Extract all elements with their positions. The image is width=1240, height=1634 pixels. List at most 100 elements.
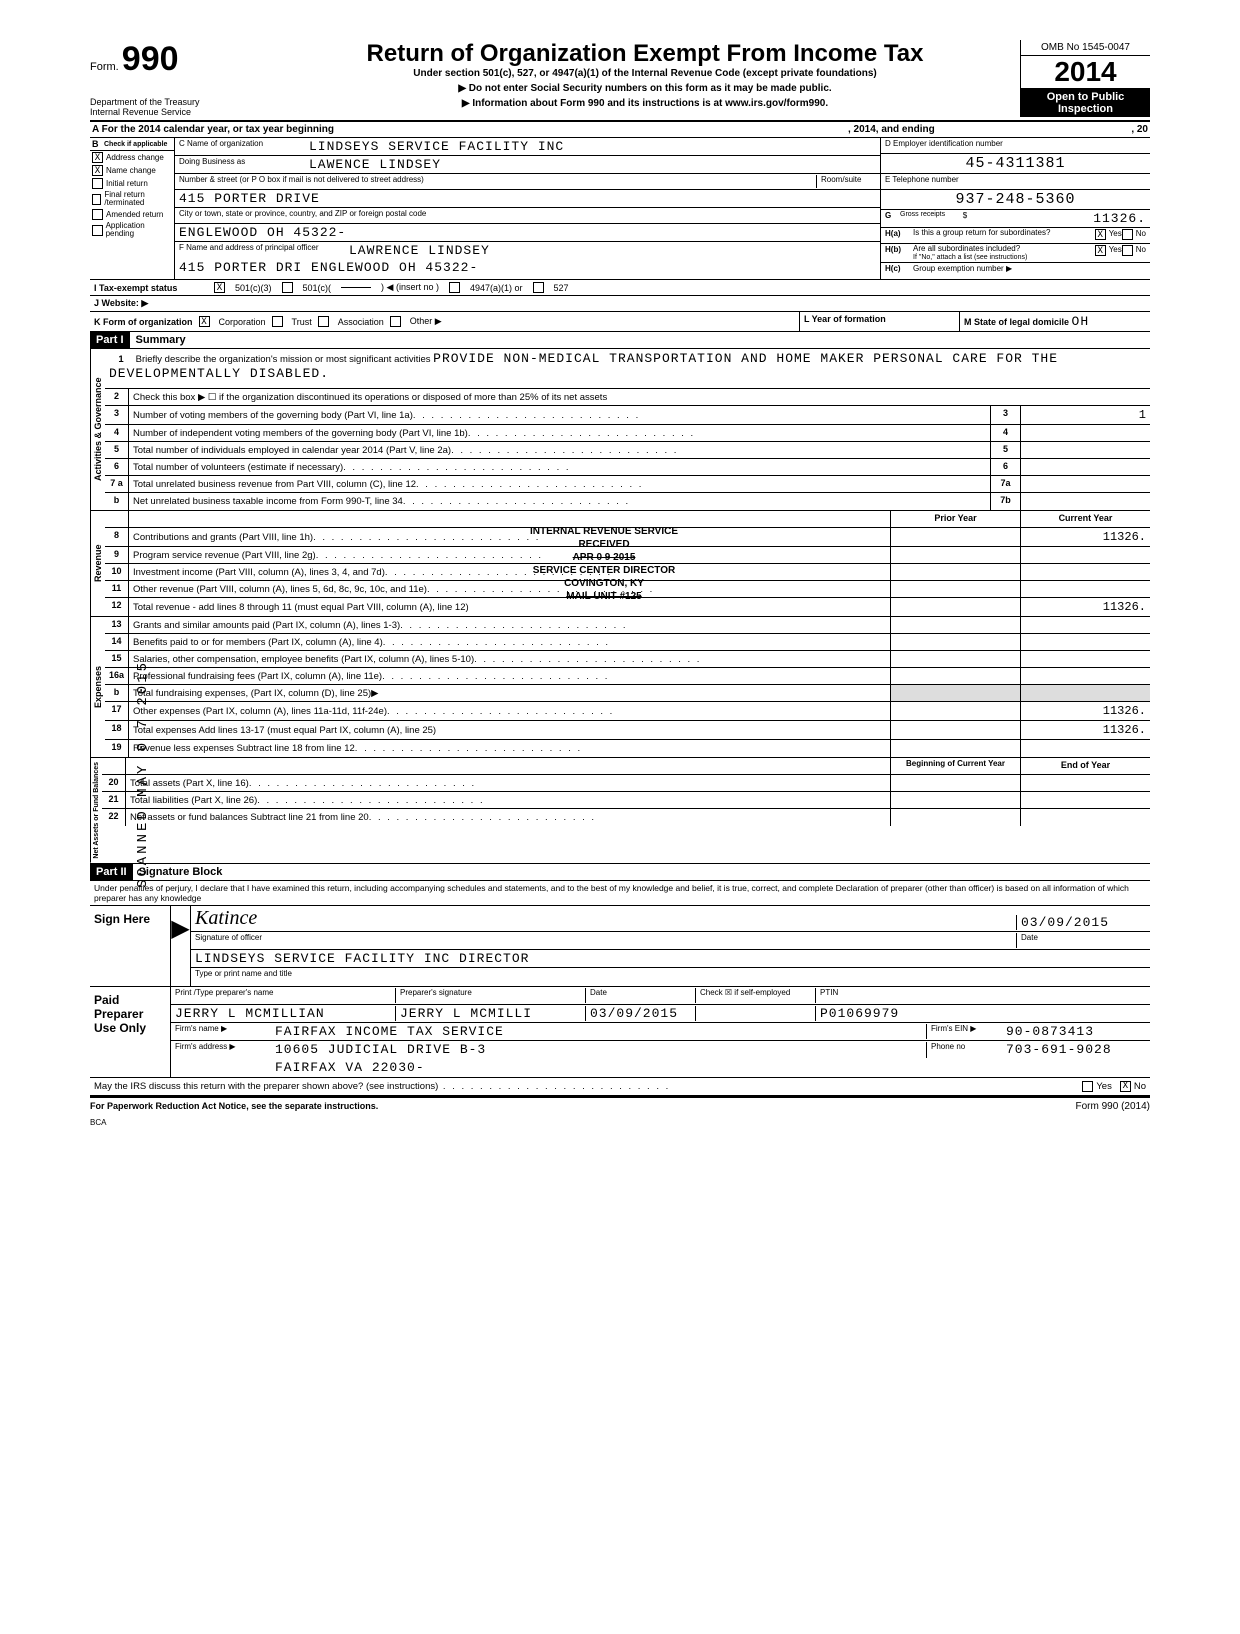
dept-irs: Internal Revenue Service — [90, 107, 270, 117]
vert-governance: Activities & Governance — [90, 349, 105, 510]
city-label: City or town, state or province, country… — [179, 209, 426, 222]
line18-val: 11326. — [1020, 721, 1150, 739]
vert-revenue: Revenue — [90, 511, 105, 616]
line8: Contributions and grants (Part VIII, lin… — [129, 528, 890, 546]
firm-addr2: FAIRFAX VA 22030- — [275, 1060, 425, 1076]
line12: Total revenue - add lines 8 through 11 (… — [129, 598, 890, 616]
line7b: Net unrelated business taxable income fr… — [129, 493, 990, 510]
org-name: LINDSEYS SERVICE FACILITY INC — [309, 139, 564, 154]
line19: Revenue less expenses Subtract line 18 f… — [129, 740, 890, 757]
chk-initial[interactable] — [92, 178, 103, 189]
chk-527[interactable] — [533, 282, 544, 293]
paid-preparer-block: PaidPreparerUse Only Print /Type prepare… — [90, 987, 1150, 1078]
dba: LAWENCE LINDSEY — [309, 157, 441, 172]
line17: Other expenses (Part IX, column (A), lin… — [129, 702, 890, 720]
firm-phone: 703-691-9028 — [1006, 1042, 1146, 1058]
row-k: K Form of organization XCorporation Trus… — [90, 312, 1150, 332]
ein-label: D Employer identification number — [885, 139, 1003, 152]
ein: 45-4311381 — [965, 155, 1065, 172]
ssn-notice: ▶ Do not enter Social Security numbers o… — [270, 83, 1020, 94]
bca: BCA — [90, 1118, 1150, 1127]
line14: Benefits paid to or for members (Part IX… — [129, 634, 890, 650]
part1-header: Part I Summary — [90, 332, 1150, 349]
line9: Program service revenue (Part VIII, line… — [129, 547, 890, 563]
chk-final[interactable] — [92, 194, 101, 205]
tel-label: E Telephone number — [885, 175, 959, 188]
sign-date: 03/09/2015 — [1016, 915, 1146, 930]
hb-yes[interactable]: X — [1095, 245, 1106, 256]
vert-expenses: Expenses — [90, 617, 105, 757]
street: 415 PORTER DRIVE — [179, 191, 320, 206]
line10: Investment income (Part VIII, column (A)… — [129, 564, 890, 580]
omb-number: OMB No 1545-0047 — [1021, 40, 1150, 56]
street-label: Number & street (or P O box if mail is n… — [179, 175, 816, 188]
line13: Grants and similar amounts paid (Part IX… — [129, 617, 890, 633]
chk-4947[interactable] — [449, 282, 460, 293]
discuss-yes[interactable] — [1082, 1081, 1093, 1092]
irs-stamp: INTERNAL REVENUE SERVICE RECEIVED APR 0 … — [530, 525, 678, 603]
line15: Salaries, other compensation, employee b… — [129, 651, 890, 667]
firm-name: FAIRFAX INCOME TAX SERVICE — [275, 1024, 926, 1039]
line6: Total number of volunteers (estimate if … — [129, 459, 990, 475]
line4: Number of independent voting members of … — [129, 425, 990, 441]
tax-year: 2014 — [1021, 56, 1150, 89]
line16b: Total fundraising expenses, (Part IX, co… — [129, 685, 890, 701]
room-label: Room/suite — [816, 175, 876, 188]
ptin: P01069979 — [815, 1006, 1146, 1021]
row-a: A For the 2014 calendar year, or tax yea… — [90, 122, 1150, 138]
chk-501c3[interactable]: X — [214, 282, 225, 293]
scanned-stamp: SCANNED MAY 0 7 2015 — [135, 660, 151, 888]
chk-amended[interactable] — [92, 209, 103, 220]
chk-other[interactable] — [390, 316, 401, 327]
form-header: Form. 990 Department of the Treasury Int… — [90, 40, 1150, 122]
chk-pending[interactable] — [92, 225, 103, 236]
discuss-no[interactable]: X — [1120, 1081, 1131, 1092]
hb-no[interactable] — [1122, 245, 1133, 256]
line11: Other revenue (Part VIII, column (A), li… — [129, 581, 890, 597]
dba-label: Doing Business as — [179, 157, 309, 172]
line8-val: 11326. — [1020, 528, 1150, 546]
part2-header: Part II Signature Block — [90, 864, 1150, 881]
city: ENGLEWOOD OH 45322- — [179, 225, 346, 240]
line21: Total liabilities (Part X, line 26) — [126, 792, 890, 808]
preparer-name: JERRY L MCMILLIAN — [175, 1006, 395, 1021]
preparer-date: 03/09/2015 — [585, 1006, 695, 1021]
firm-ein: 90-0873413 — [1006, 1024, 1146, 1039]
section-bc: B Check if applicable XAddress change XN… — [90, 138, 1150, 280]
org-name-label: C Name of organization — [179, 139, 309, 154]
line1-label: Briefly describe the organization's miss… — [136, 354, 431, 365]
chk-corp[interactable]: X — [199, 316, 210, 327]
row-j: J Website: ▶ — [90, 296, 1150, 312]
irs-discuss-row: May the IRS discuss this return with the… — [90, 1078, 1150, 1097]
chk-trust[interactable] — [272, 316, 283, 327]
officer-label: F Name and address of principal officer — [179, 243, 349, 258]
officer-name: LAWRENCE LINDSEY — [349, 243, 490, 258]
chk-501c[interactable] — [282, 282, 293, 293]
firm-addr1: 10605 JUDICIAL DRIVE B-3 — [275, 1042, 926, 1058]
footer: For Paperwork Reduction Act Notice, see … — [90, 1097, 1150, 1112]
line20: Total assets (Part X, line 16) — [126, 775, 890, 791]
line2: Check this box ▶ ☐ if the organization d… — [129, 389, 1150, 405]
dept-treasury: Department of the Treasury — [90, 97, 270, 107]
chk-assoc[interactable] — [318, 316, 329, 327]
form-number: 990 — [122, 40, 179, 78]
line22: Net assets or fund balances Subtract lin… — [126, 809, 890, 826]
officer-name-title: LINDSEYS SERVICE FACILITY INC DIRECTOR — [195, 951, 529, 966]
ha-no[interactable] — [1122, 229, 1133, 240]
chk-address[interactable]: X — [92, 152, 103, 163]
gross-receipts: 11326. — [980, 211, 1146, 226]
officer-addr: 415 PORTER DRI ENGLEWOOD OH 45322- — [179, 260, 478, 275]
perjury-declaration: Under penalties of perjury, I declare th… — [90, 881, 1150, 906]
state-domicile: OH — [1072, 314, 1090, 329]
line3: Number of voting members of the governin… — [129, 406, 990, 424]
line18: Total expenses Add lines 13-17 (must equ… — [129, 721, 890, 739]
preparer-sig: JERRY L MCMILLI — [395, 1006, 585, 1021]
line12-val: 11326. — [1020, 598, 1150, 616]
vert-netassets: Net Assets or Fund Balances — [90, 758, 102, 863]
subtitle: Under section 501(c), 527, or 4947(a)(1)… — [270, 68, 1020, 79]
main-title: Return of Organization Exempt From Incom… — [270, 40, 1020, 68]
chk-name[interactable]: X — [92, 165, 103, 176]
line7a: Total unrelated business revenue from Pa… — [129, 476, 990, 492]
ha-yes[interactable]: X — [1095, 229, 1106, 240]
line17-val: 11326. — [1020, 702, 1150, 720]
